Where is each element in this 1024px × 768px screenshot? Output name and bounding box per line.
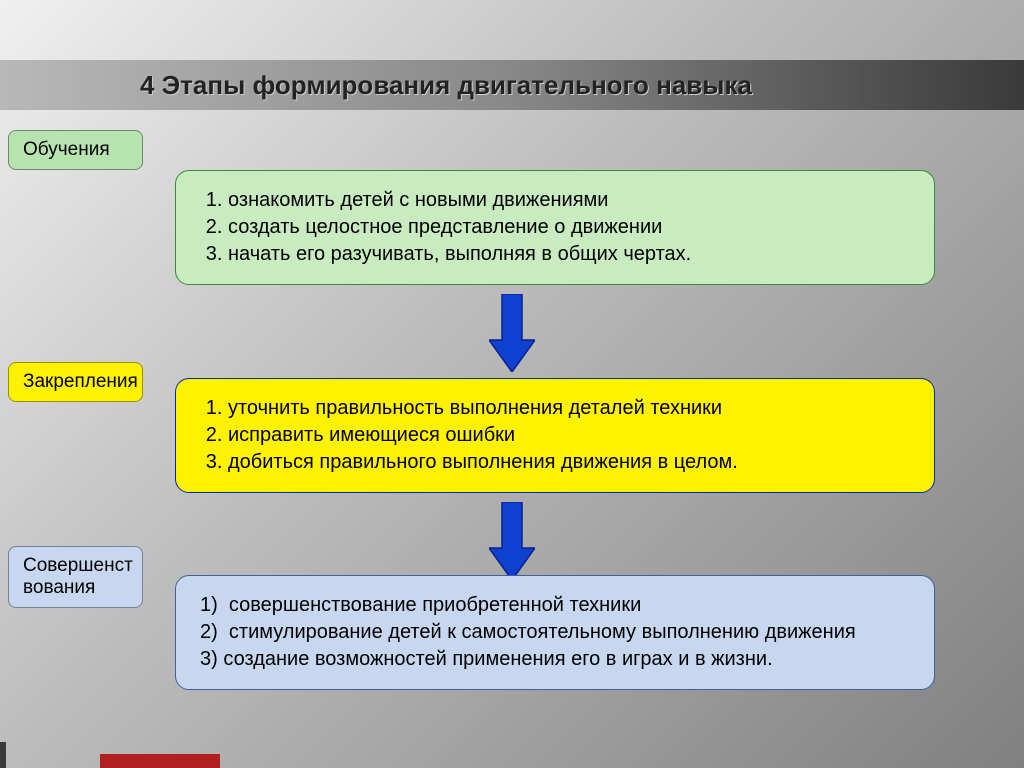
stage-box-consolidation: уточнить правильность выполнения деталей…: [175, 378, 935, 493]
red-accent-bar: [100, 754, 220, 768]
list-item: создать целостное представление о движен…: [228, 214, 910, 241]
stage-list: ознакомить детей с новыми движениями соз…: [200, 187, 910, 268]
arrow-down-icon: [489, 502, 535, 580]
stage-list: 1) совершенствование приобретенной техни…: [200, 592, 910, 673]
stage-tag-improvement: Совершенствования: [8, 546, 143, 608]
stage-box-learning: ознакомить детей с новыми движениями соз…: [175, 170, 935, 285]
list-item: 2) стимулирование детей к самостоятельно…: [200, 619, 910, 646]
list-item: 3) создание возможностей применения его …: [200, 646, 910, 673]
list-item: исправить имеющиеся ошибки: [228, 422, 910, 449]
slide: 4 Этапы формирования двигательного навык…: [0, 0, 1024, 768]
page-title: 4 Этапы формирования двигательного навык…: [140, 70, 752, 101]
stage-tag-label: Закрепления: [23, 371, 138, 392]
list-item: ознакомить детей с новыми движениями: [228, 187, 910, 214]
side-accent-bar: [0, 742, 6, 768]
stage-tag-label: Совершенствования: [23, 555, 133, 598]
stage-tag-label: Обучения: [23, 139, 110, 160]
stage-list: уточнить правильность выполнения деталей…: [200, 395, 910, 476]
arrow-down-icon: [489, 294, 535, 372]
list-item: 1) совершенствование приобретенной техни…: [200, 592, 910, 619]
list-item: начать его разучивать, выполняя в общих …: [228, 241, 910, 268]
title-bar: 4 Этапы формирования двигательного навык…: [0, 60, 1024, 110]
list-item: добиться правильного выполнения движения…: [228, 449, 910, 476]
list-item: уточнить правильность выполнения деталей…: [228, 395, 910, 422]
stage-tag-consolidation: Закрепления: [8, 362, 143, 402]
stage-box-improvement: 1) совершенствование приобретенной техни…: [175, 575, 935, 690]
stage-tag-learning: Обучения: [8, 130, 143, 170]
